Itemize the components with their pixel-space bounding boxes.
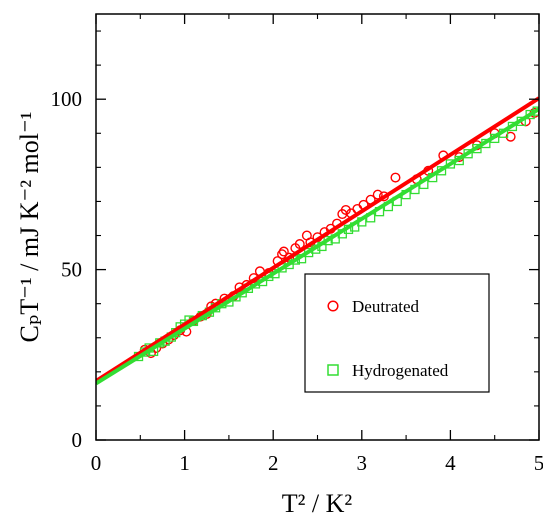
legend: Deutrated Hydrogenated [304,273,490,393]
data-point-1-34 [340,204,351,215]
data-point-1-23 [278,246,289,257]
y-tick-label-3: 100 [51,87,83,111]
x-tick-label-1: 0 [91,451,102,475]
data-point-2-47 [445,159,456,169]
y-axis-title: CₚT⁻¹ / mJ K⁻² mol⁻¹ [15,112,44,343]
legend-label-1: Deutrated [352,297,420,316]
y-tick-label-1: 0 [72,428,83,452]
y-tick-label-2: 50 [61,258,82,282]
legend-box [304,273,490,393]
fit-layer [96,96,539,386]
x-tick-label-3: 2 [268,451,279,475]
data-point-1-26 [294,239,305,250]
x-axis-title: T² / K² [282,489,353,518]
legend-label-2: Hydrogenated [352,361,449,380]
x-tick-label-4: 3 [357,451,368,475]
legend-entries: Deutrated Hydrogenated [327,297,449,380]
fit-line-1 [96,96,539,383]
x-tick-label-6: 5 [534,451,543,475]
x-tick-label-2: 1 [179,451,190,475]
data-point-1-41 [390,172,401,183]
x-tick-label-5: 4 [445,451,456,475]
legend-marker-1 [327,300,339,312]
fit-line-2 [96,107,539,386]
legend-marker-2 [327,364,339,376]
